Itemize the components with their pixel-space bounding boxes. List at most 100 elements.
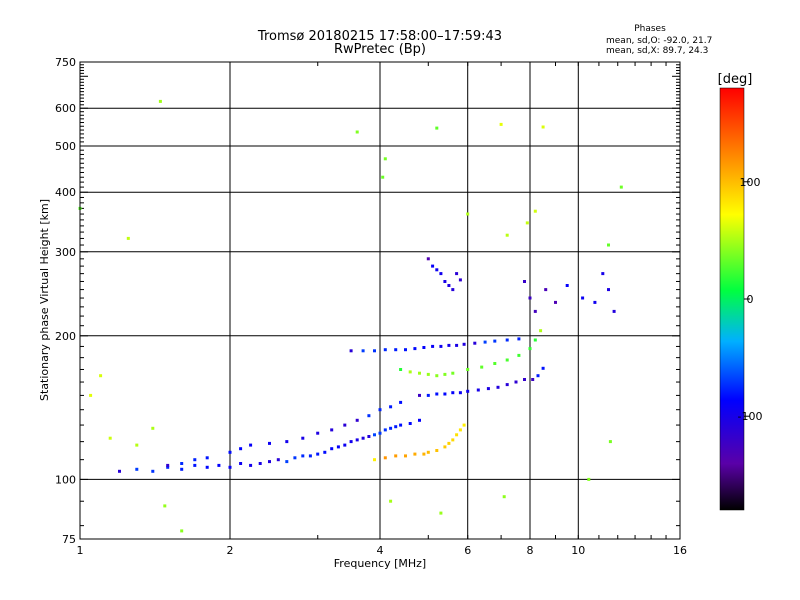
data-point [435,126,439,130]
data-point [607,243,610,247]
data-point [151,469,155,473]
data-point [308,454,312,458]
data-point [205,456,209,460]
data-point [443,445,447,449]
data-point [455,433,459,437]
data-point [426,372,430,376]
data-point [466,368,470,371]
data-point [458,428,462,432]
y-tick-label: 200 [55,330,76,343]
data-point [413,347,417,351]
data-point [408,422,412,425]
data-point [496,385,500,389]
data-point [426,450,430,454]
data-point [228,465,232,469]
data-point [541,366,545,370]
data-point [323,450,327,454]
data-point [399,400,403,404]
data-point [316,431,320,435]
data-point [426,257,430,261]
data-point [301,454,305,458]
data-point [476,388,480,392]
data-point [367,435,371,438]
data-point [554,300,557,304]
y-tick-label: 300 [55,246,76,259]
axis-ticks: 1 2 4 6 8 10 16 75 100 200 300 400 500 600 750 [55,56,687,557]
data-point [439,272,443,276]
data-point [383,428,387,432]
data-point [193,458,197,462]
data-point [612,309,616,313]
data-point [593,300,597,304]
data-point [502,495,506,499]
data-point [205,465,209,469]
data-point [493,362,497,365]
data-point [565,284,569,287]
data-point [330,428,334,432]
data-point [373,349,376,353]
data-point [399,368,403,371]
data-point [601,272,605,276]
data-point [166,465,170,469]
data-point [505,383,509,387]
x-axis-label: Frequency [MHz] [334,557,426,570]
data-point [483,340,487,344]
data-point [544,288,548,292]
data-point [499,122,503,126]
colorbar-tick-label: -100 [738,410,763,423]
data-point [517,337,521,341]
data-point [517,353,521,357]
data-point [383,157,387,161]
data-point [316,452,320,456]
data-point [239,462,243,465]
data-point [293,456,297,460]
data-point [343,423,347,427]
y-tick-label: 400 [55,186,76,199]
y-axis-label: Stationary phase Virtual Height [km] [38,199,51,401]
data-point [404,348,407,352]
data-point [378,431,382,435]
data-point [458,391,462,395]
data-point [608,440,612,444]
data-point [486,387,490,391]
data-point [381,175,385,179]
data-point [118,469,121,473]
data-point [399,423,403,427]
data-point [528,296,532,300]
data-point [455,272,459,276]
y-tick-label: 75 [62,533,76,546]
data-point [258,462,262,465]
data-point [523,378,526,381]
data-point [505,358,509,362]
data-point [228,450,232,454]
data-point [89,393,93,397]
data-point [619,185,623,189]
data-point [447,343,451,347]
data-point [249,443,253,447]
data-point [373,458,376,462]
data-point [466,212,470,216]
data-point [394,454,398,458]
data-point [389,499,393,503]
plot-grid [80,62,680,539]
colorbar-tick-label: 0 [747,293,754,306]
data-point [514,380,518,384]
data-point [435,449,439,452]
data-point [180,462,184,465]
data-point [361,436,365,440]
data-point [268,441,271,445]
data-point [587,477,591,481]
data-point [539,329,543,333]
data-point [135,467,139,471]
data-point [285,440,289,444]
data-point [439,344,443,348]
data-point [239,447,243,451]
data-point [389,426,393,430]
data-point [443,392,447,396]
data-point [336,445,340,449]
data-point [276,458,280,462]
data-point [383,348,387,352]
data-point [389,405,393,409]
x-tick-label: 10 [571,544,585,557]
